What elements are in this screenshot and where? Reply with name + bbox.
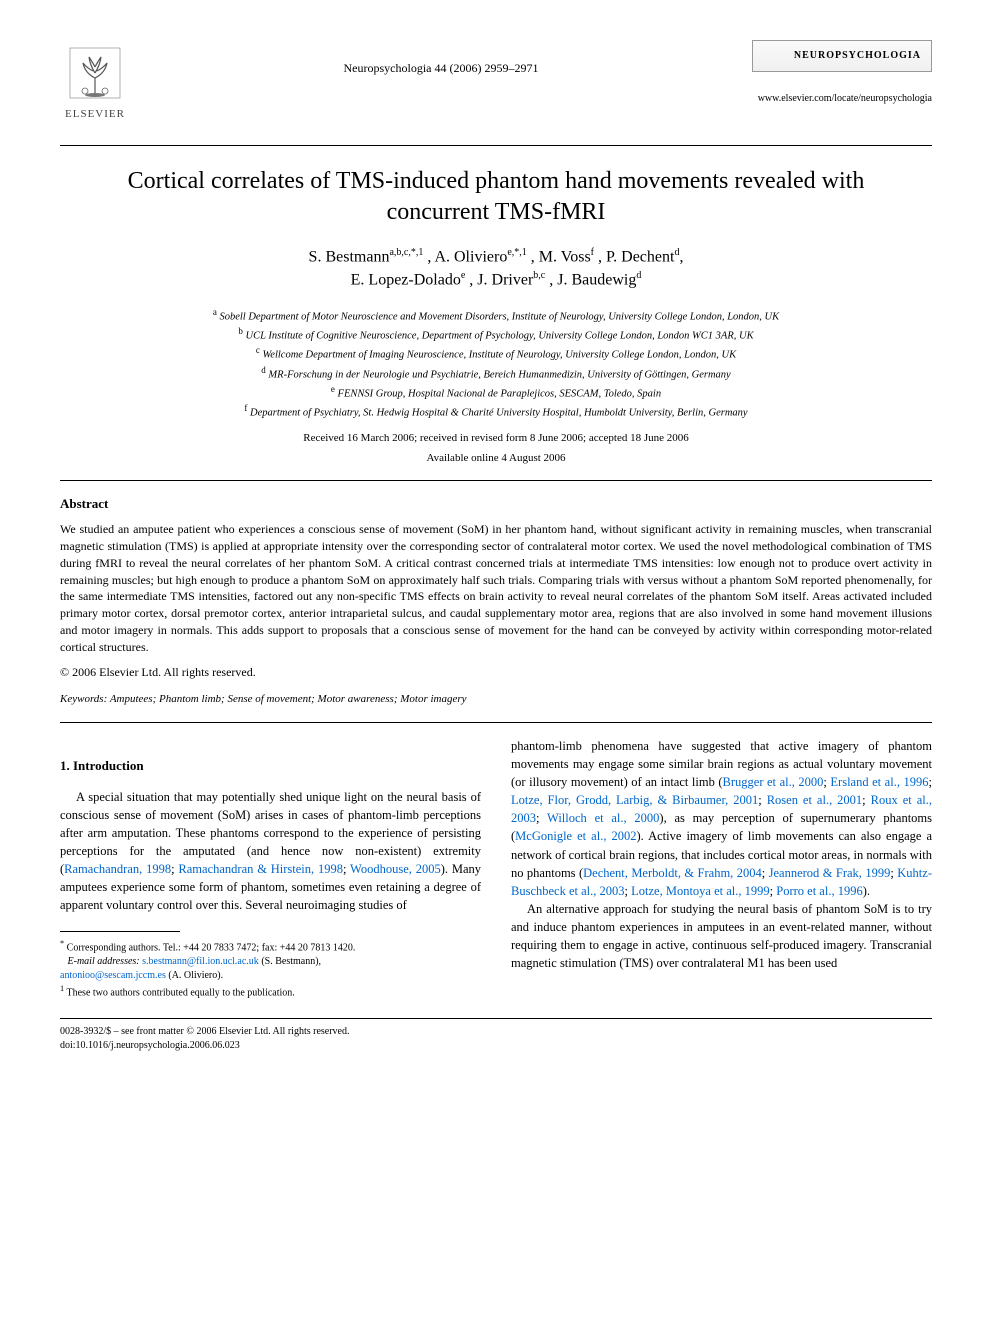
affiliation-f: Department of Psychiatry, St. Hedwig Hos…: [250, 408, 748, 419]
author-6: , J. Driver: [469, 271, 533, 288]
footnote-emails: E-mail addresses: s.bestmann@fil.ion.ucl…: [60, 955, 481, 969]
footer-doi: doi:10.1016/j.neuropsychologia.2006.06.0…: [60, 1039, 932, 1053]
article-title: Cortical correlates of TMS-induced phant…: [100, 166, 892, 228]
cite-mcgonigle-2002[interactable]: McGonigle et al., 2002: [515, 829, 636, 843]
footer-issn: 0028-3932/$ – see front matter © 2006 El…: [60, 1025, 932, 1039]
keywords-label: Keywords:: [60, 693, 107, 705]
author-3: , M. Voss: [531, 249, 591, 266]
abstract-copyright: © 2006 Elsevier Ltd. All rights reserved…: [60, 664, 932, 681]
intro-paragraph-1-cont: phantom-limb phenomena have suggested th…: [511, 737, 932, 900]
author-3-sup: f: [591, 247, 594, 258]
abstract-heading: Abstract: [60, 495, 932, 513]
abstract-top-divider: [60, 480, 932, 481]
author-4: , P. Dechent: [598, 249, 674, 266]
footer-info: 0028-3932/$ – see front matter © 2006 El…: [60, 1025, 932, 1053]
author-7: , J. Baudewig: [549, 271, 636, 288]
affiliations-block: a Sobell Department of Motor Neuroscienc…: [60, 306, 932, 422]
cite-jeannerod-1999[interactable]: Jeannerod & Frak, 1999: [769, 866, 891, 880]
author-7-sup: d: [636, 270, 641, 281]
left-column: 1. Introduction A special situation that…: [60, 737, 481, 1000]
cite-willoch-2000[interactable]: Willoch et al., 2000: [547, 811, 659, 825]
cite-rosen-2001[interactable]: Rosen et al., 2001: [767, 793, 862, 807]
cite-dechent-2004[interactable]: Dechent, Merboldt, & Frahm, 2004: [583, 866, 762, 880]
abstract-bottom-divider: [60, 722, 932, 723]
footnote-email2: antonioo@sescam.jccm.es (A. Oliviero).: [60, 969, 481, 983]
abstract-text: We studied an amputee patient who experi…: [60, 521, 932, 655]
elsevier-tree-icon: [65, 43, 125, 103]
cite-porro-1996[interactable]: Porro et al., 1996: [776, 884, 862, 898]
footnote-equal-contribution: 1 These two authors contributed equally …: [60, 983, 481, 1000]
authors-block: S. Bestmanna,b,c,*,1 , A. Olivieroe,*,1 …: [60, 246, 932, 291]
section-1-heading: 1. Introduction: [60, 757, 481, 776]
journal-title-box: NEUROPSYCHOLOGIA: [752, 40, 932, 72]
cite-ramachandran-1998[interactable]: Ramachandran, 1998: [64, 862, 171, 876]
author-2: , A. Oliviero: [427, 249, 507, 266]
affiliation-d: MR-Forschung in der Neurologie und Psych…: [268, 369, 730, 380]
footnotes-block: * Corresponding authors. Tel.: +44 20 78…: [60, 938, 481, 1001]
footnote-divider: [60, 931, 180, 932]
footer-divider: [60, 1018, 932, 1019]
affiliation-b: UCL Institute of Cognitive Neuroscience,…: [246, 331, 754, 342]
footnote-corresponding: * Corresponding authors. Tel.: +44 20 78…: [60, 938, 481, 955]
received-dates: Received 16 March 2006; received in revi…: [60, 431, 932, 446]
keywords-block: Keywords: Amputees; Phantom limb; Sense …: [60, 692, 932, 707]
journal-citation: Neuropsychologia 44 (2006) 2959–2971: [130, 40, 752, 77]
cite-lotze-1999[interactable]: Lotze, Montoya et al., 1999: [631, 884, 770, 898]
cite-ramachandran-hirstein-1998[interactable]: Ramachandran & Hirstein, 1998: [178, 862, 343, 876]
author-5: E. Lopez-Dolado: [351, 271, 461, 288]
email-bestmann[interactable]: s.bestmann@fil.ion.ucl.ac.uk: [142, 956, 259, 967]
affiliation-a: Sobell Department of Motor Neuroscience …: [219, 311, 779, 322]
intro-paragraph-1: A special situation that may potentially…: [60, 788, 481, 915]
keywords-text: Amputees; Phantom limb; Sense of movemen…: [110, 693, 467, 705]
publisher-name: ELSEVIER: [65, 107, 125, 122]
author-1: S. Bestmann: [309, 249, 390, 266]
author-1-sup: a,b,c,*,1: [389, 247, 423, 258]
cite-brugger-2000[interactable]: Brugger et al., 2000: [723, 775, 824, 789]
header-row: ELSEVIER Neuropsychologia 44 (2006) 2959…: [60, 40, 932, 125]
affiliation-e: FENNSI Group, Hospital Nacional de Parap…: [338, 388, 662, 399]
publisher-logo: ELSEVIER: [60, 40, 130, 125]
cite-woodhouse-2005[interactable]: Woodhouse, 2005: [350, 862, 441, 876]
cite-ersland-1996[interactable]: Ersland et al., 1996: [830, 775, 928, 789]
affiliation-c: Wellcome Department of Imaging Neuroscie…: [263, 350, 737, 361]
author-2-sup: e,*,1: [507, 247, 526, 258]
cite-lotze-2001[interactable]: Lotze, Flor, Grodd, Larbig, & Birbaumer,…: [511, 793, 758, 807]
journal-url[interactable]: www.elsevier.com/locate/neuropsychologia: [752, 92, 932, 106]
journal-box: NEUROPSYCHOLOGIA www.elsevier.com/locate…: [752, 40, 932, 106]
intro-paragraph-2: An alternative approach for studying the…: [511, 900, 932, 973]
author-5-sup: e: [461, 270, 465, 281]
author-4-sup: d: [674, 247, 679, 258]
author-6-sup: b,c: [533, 270, 545, 281]
top-divider: [60, 145, 932, 146]
body-columns: 1. Introduction A special situation that…: [60, 737, 932, 1000]
email-oliviero[interactable]: antonioo@sescam.jccm.es: [60, 970, 166, 981]
right-column: phantom-limb phenomena have suggested th…: [511, 737, 932, 1000]
available-date: Available online 4 August 2006: [60, 451, 932, 466]
